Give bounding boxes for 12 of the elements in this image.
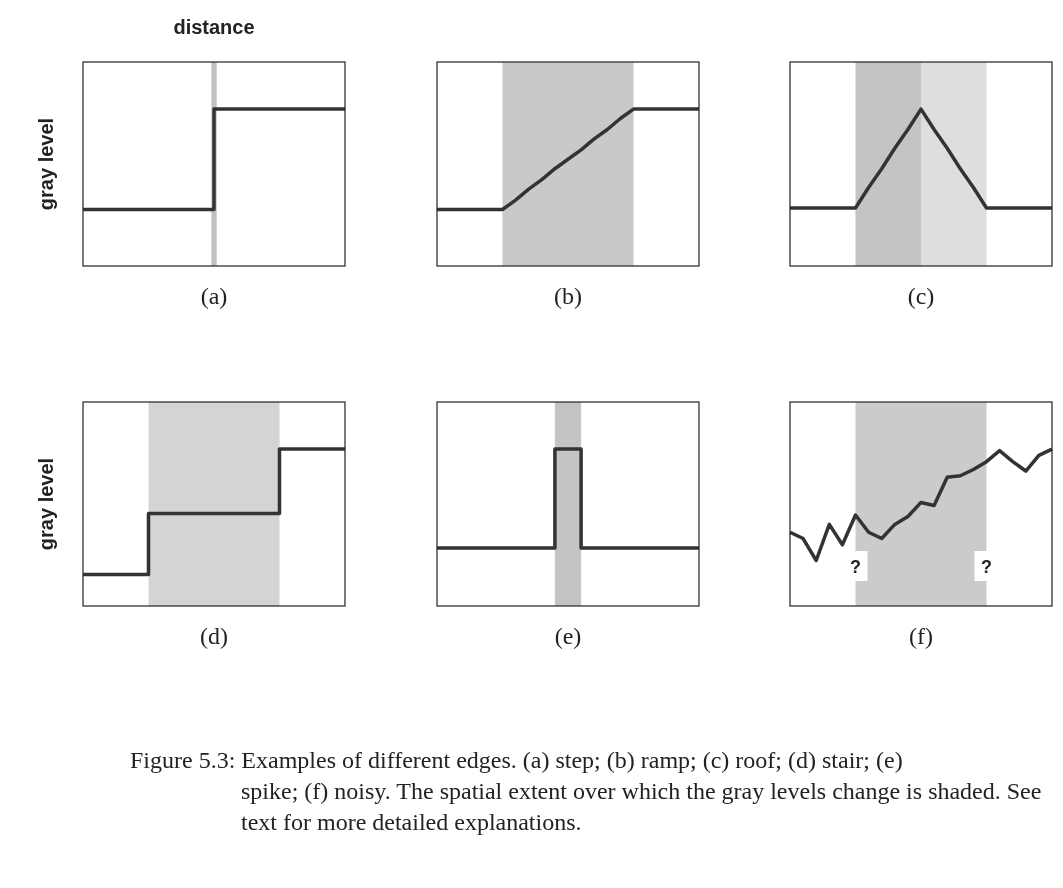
- y-axis-title: gray level: [35, 117, 57, 211]
- text: (e): [554, 623, 582, 649]
- x-axis-title: distance: [173, 16, 255, 38]
- text: (c): [907, 283, 935, 309]
- text: (d): [200, 623, 228, 649]
- caption: Figure 5.3: Examples of different edges. (a) step; (b) ramp; (c) roof; (d) stair; (e) spike; (f) noisy. The spatial extent over which the gray levels change is shaded. See text for more detailed explanations.: [130, 747, 1042, 835]
- text: (b): [554, 283, 582, 309]
- annotation: ?: [981, 557, 992, 577]
- annotation: ?: [850, 557, 861, 577]
- text: (a): [200, 283, 228, 309]
- y-axis-title: gray level: [35, 457, 57, 551]
- text: (f): [909, 623, 933, 649]
